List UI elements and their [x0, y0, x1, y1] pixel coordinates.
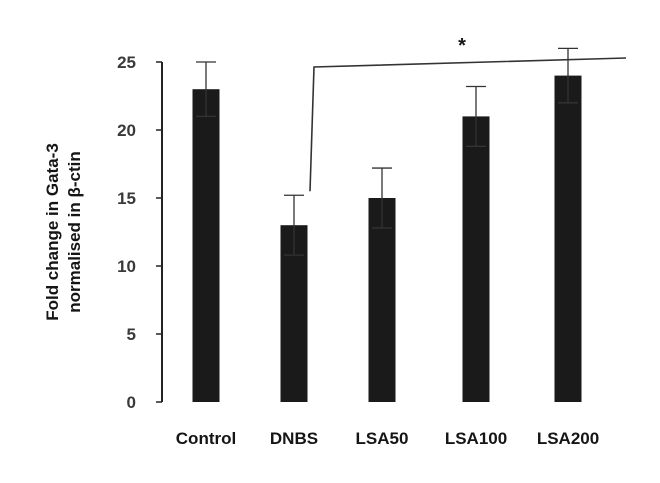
bar-lsa50: [368, 198, 396, 402]
x-tick-label: LSA100: [445, 429, 507, 448]
x-tick-label: LSA200: [537, 429, 599, 448]
bar-control: [192, 89, 220, 402]
bar-lsa100: [462, 116, 490, 403]
bars: [192, 47, 582, 403]
significance-bracket: [309, 57, 627, 192]
bar-lsa200: [554, 75, 582, 402]
y-axis-ticks: 0 5 10 15 20 25: [117, 53, 162, 412]
y-tick-label: 20: [117, 121, 136, 140]
y-tick-label: 15: [117, 189, 136, 208]
x-tick-label: DNBS: [270, 429, 318, 448]
y-tick-label: 5: [127, 325, 136, 344]
x-tick-label: LSA50: [356, 429, 409, 448]
y-tick-label: 10: [117, 257, 136, 276]
y-axis-label-line-1: Fold change in Gata-3: [43, 143, 62, 321]
significance-annotation: *: [309, 35, 627, 192]
x-axis-labels: Control DNBS LSA50 LSA100 LSA200: [176, 429, 599, 448]
y-axis-label-line-2: normalised in β-ctin: [65, 151, 84, 313]
significance-star: *: [458, 35, 466, 57]
y-tick-label: 0: [127, 393, 136, 412]
x-tick-label: Control: [176, 429, 236, 448]
y-tick-label: 25: [117, 53, 136, 72]
y-axis-label: Fold change in Gata-3 normalised in β-ct…: [43, 143, 84, 321]
